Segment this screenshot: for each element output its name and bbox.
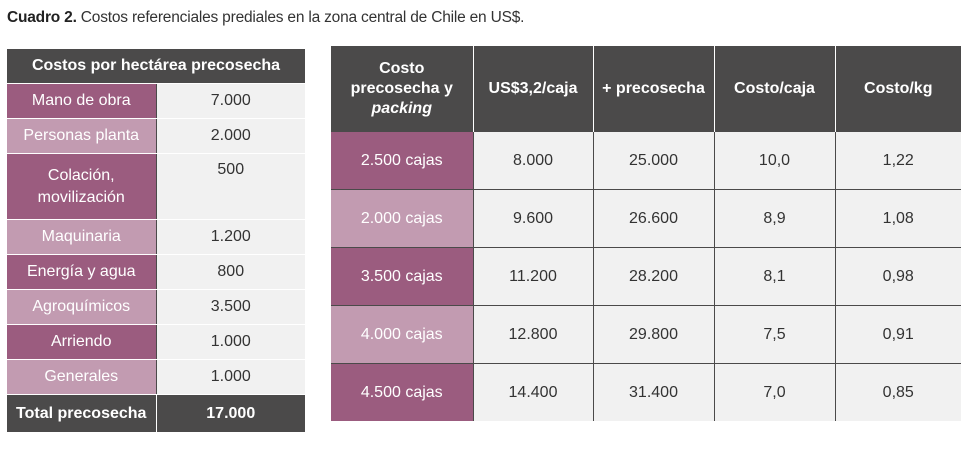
- header-row: Costo precosecha y packing US$3,2/caja +…: [331, 46, 961, 132]
- table-row: 3.500 cajas 11.200 28.200 8,1 0,98: [331, 247, 961, 306]
- table-row: Energía y agua 800: [7, 254, 305, 290]
- cell-cost-per-kg: 1,08: [835, 189, 961, 248]
- col-header-plus-precosecha: + precosecha: [593, 46, 715, 132]
- col-header-cost-per-box: Costo/caja: [714, 46, 836, 132]
- table-row: Maquinaria 1.200: [7, 219, 305, 255]
- costs-per-hectare-table: Costos por hectárea precosecha Mano de o…: [7, 49, 305, 433]
- row-label: Generales: [7, 359, 157, 395]
- row-label: 4.000 cajas: [331, 305, 474, 364]
- caption-prefix: Cuadro 2.: [7, 9, 77, 26]
- total-value: 17.000: [156, 394, 305, 433]
- row-label: Colación, movilización: [7, 153, 157, 220]
- cell-plus-precosecha: 29.800: [593, 305, 715, 364]
- cell-plus-precosecha: 25.000: [593, 132, 715, 190]
- left-table-header: Costos por hectárea precosecha: [7, 49, 305, 84]
- row-label: Maquinaria: [7, 219, 157, 255]
- table-row: 2.000 cajas 9.600 26.600 8,9 1,08: [331, 189, 961, 248]
- row-value: 2.000: [156, 118, 305, 154]
- cell-cost-per-box: 8,9: [714, 189, 836, 248]
- cell-usd-per-box: 8.000: [473, 132, 594, 190]
- col-header-line1: Costo: [379, 60, 425, 77]
- row-label: 2.000 cajas: [331, 189, 474, 248]
- row-value: 3.500: [156, 289, 305, 325]
- cell-cost-per-box: 7,0: [714, 363, 836, 421]
- table-row: 4.000 cajas 12.800 29.800 7,5 0,91: [331, 305, 961, 364]
- col-header-usd-per-box: US$3,2/caja: [473, 46, 594, 132]
- cell-usd-per-box: 9.600: [473, 189, 594, 248]
- table-row: Generales 1.000: [7, 359, 305, 395]
- cell-cost-per-box: 8,1: [714, 247, 836, 306]
- cell-cost-per-kg: 0,91: [835, 305, 961, 364]
- row-label: 4.500 cajas: [331, 363, 474, 421]
- caption-text: Costos referenciales prediales en la zon…: [76, 9, 525, 26]
- table-row: Mano de obra 7.000: [7, 83, 305, 119]
- row-label: Mano de obra: [7, 83, 157, 119]
- col-header-costo: Costo precosecha y packing: [331, 46, 474, 132]
- cell-cost-per-box: 10,0: [714, 132, 836, 190]
- row-label: Energía y agua: [7, 254, 157, 290]
- row-label: 3.500 cajas: [331, 247, 474, 306]
- cell-usd-per-box: 11.200: [473, 247, 594, 306]
- col-header-line3: packing: [371, 100, 432, 117]
- row-label: Arriendo: [7, 324, 157, 360]
- cell-plus-precosecha: 31.400: [593, 363, 715, 421]
- table-row: 4.500 cajas 14.400 31.400 7,0 0,85: [331, 363, 961, 421]
- table-row: Agroquímicos 3.500: [7, 289, 305, 325]
- table-row: Personas planta 2.000: [7, 118, 305, 154]
- total-row: Total precosecha 17.000: [7, 394, 305, 433]
- cost-per-box-table: Costo precosecha y packing US$3,2/caja +…: [331, 46, 961, 421]
- table-caption: Cuadro 2. Costos referenciales prediales…: [7, 9, 524, 27]
- cell-cost-per-kg: 0,85: [835, 363, 961, 421]
- table-row: Colación, movilización 500: [7, 153, 305, 220]
- cell-plus-precosecha: 28.200: [593, 247, 715, 306]
- row-label: Agroquímicos: [7, 289, 157, 325]
- row-value: 7.000: [156, 83, 305, 119]
- cell-plus-precosecha: 26.600: [593, 189, 715, 248]
- cell-usd-per-box: 12.800: [473, 305, 594, 364]
- row-label: 2.500 cajas: [331, 132, 474, 190]
- cell-cost-per-kg: 0,98: [835, 247, 961, 306]
- total-label: Total precosecha: [7, 394, 157, 433]
- cell-usd-per-box: 14.400: [473, 363, 594, 421]
- row-label: Personas planta: [7, 118, 157, 154]
- col-header-cost-per-kg: Costo/kg: [835, 46, 961, 132]
- cell-cost-per-box: 7,5: [714, 305, 836, 364]
- row-value: 500: [156, 153, 305, 220]
- row-value: 800: [156, 254, 305, 290]
- row-value: 1.000: [156, 359, 305, 395]
- table-row: 2.500 cajas 8.000 25.000 10,0 1,22: [331, 132, 961, 190]
- row-value: 1.200: [156, 219, 305, 255]
- table-row: Arriendo 1.000: [7, 324, 305, 360]
- cell-cost-per-kg: 1,22: [835, 132, 961, 190]
- col-header-line2: precosecha y: [350, 80, 453, 97]
- row-value: 1.000: [156, 324, 305, 360]
